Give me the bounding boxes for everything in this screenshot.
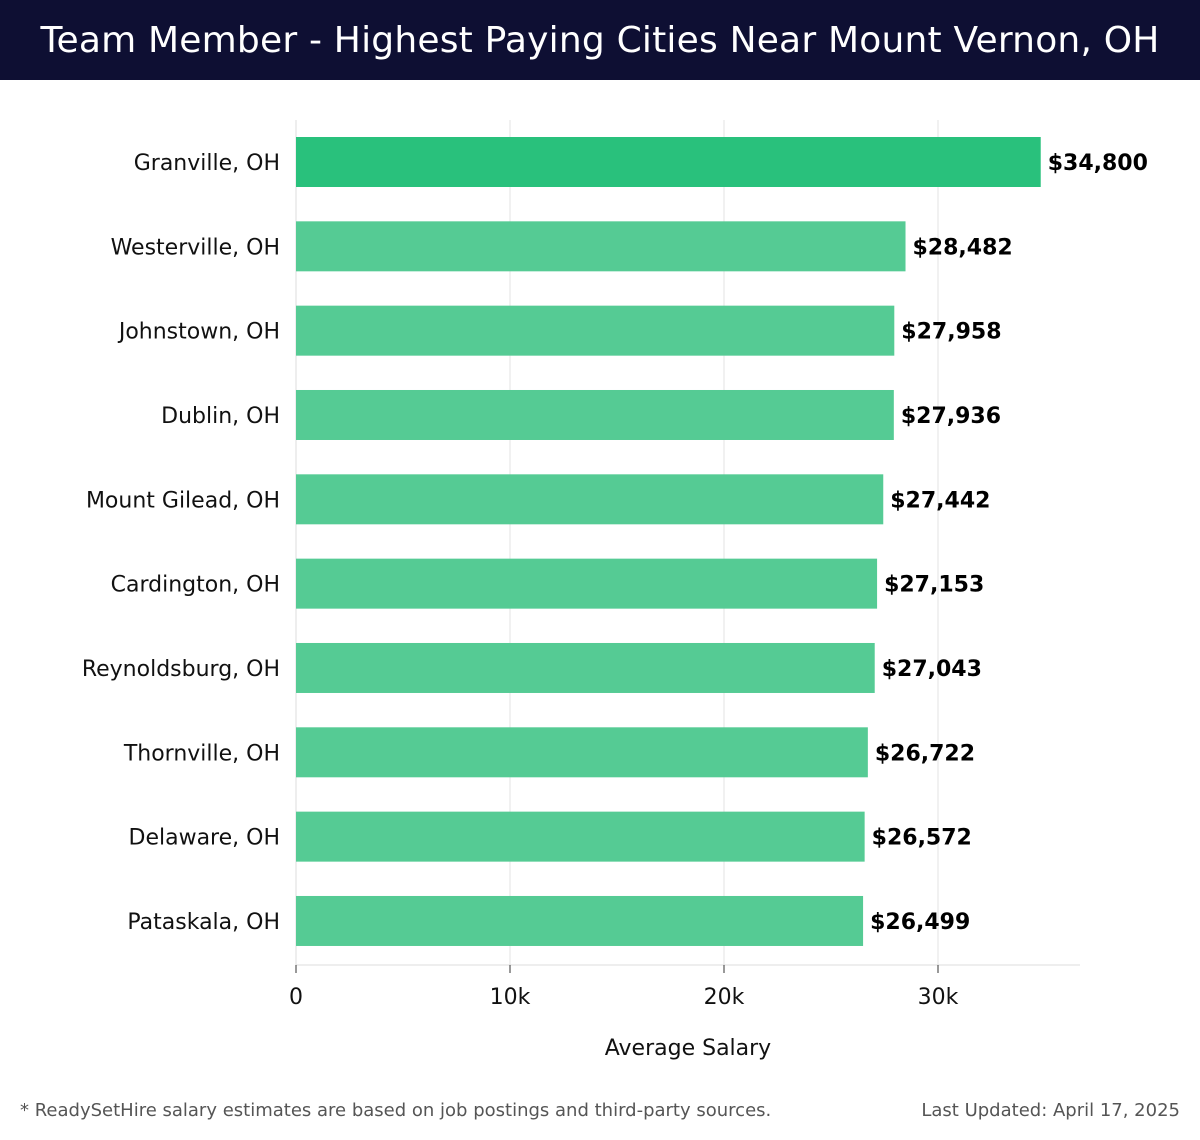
bar [296, 811, 865, 862]
category-label: Cardington, OH [111, 573, 280, 598]
bar [296, 642, 875, 693]
x-tick-label: 10k [490, 985, 531, 1010]
bar [296, 221, 906, 272]
category-label: Dublin, OH [161, 404, 280, 429]
category-label: Westerville, OH [111, 235, 280, 260]
value-label: $27,442 [890, 488, 990, 513]
footer-note: * ReadySetHire salary estimates are base… [20, 1100, 772, 1121]
value-label: $34,800 [1048, 151, 1148, 176]
bar [296, 727, 868, 778]
value-label: $26,572 [872, 826, 972, 851]
bar-chart: Granville, OH $34,800 Westerville, OH $28,4… [82, 120, 1148, 1061]
x-tick-label: 0 [289, 985, 303, 1010]
x-tick-label: 30k [918, 985, 959, 1010]
value-label: $27,958 [901, 320, 1001, 345]
value-label: $26,722 [875, 741, 975, 766]
bar [296, 895, 864, 946]
value-label: $27,043 [882, 657, 982, 682]
category-label: Mount Gilead, OH [86, 488, 280, 513]
category-label: Johnstown, OH [117, 320, 280, 345]
bar [296, 474, 884, 525]
bar [296, 137, 1041, 187]
value-label: $27,153 [884, 573, 984, 598]
value-label: $27,936 [901, 404, 1001, 429]
x-tick-label: 20k [704, 985, 745, 1010]
category-label: Granville, OH [134, 151, 280, 176]
value-label: $28,482 [913, 235, 1013, 260]
bar [296, 558, 878, 609]
category-label: Thornville, OH [123, 741, 280, 766]
value-label: $26,499 [870, 910, 970, 935]
chart-header: Team Member - Highest Paying Cities Near… [0, 0, 1200, 80]
bar [296, 305, 895, 356]
bar [296, 389, 894, 440]
last-updated: Last Updated: April 17, 2025 [921, 1100, 1180, 1121]
category-label: Pataskala, OH [127, 910, 280, 935]
x-axis-title: Average Salary [605, 1036, 771, 1061]
chart-title: Team Member - Highest Paying Cities Near… [40, 19, 1160, 61]
category-label: Delaware, OH [129, 826, 281, 851]
category-label: Reynoldsburg, OH [82, 657, 280, 682]
